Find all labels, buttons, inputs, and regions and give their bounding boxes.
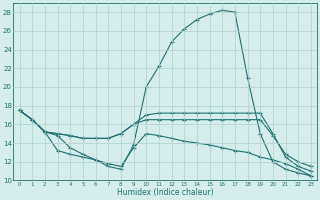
X-axis label: Humidex (Indice chaleur): Humidex (Indice chaleur) [117, 188, 213, 197]
